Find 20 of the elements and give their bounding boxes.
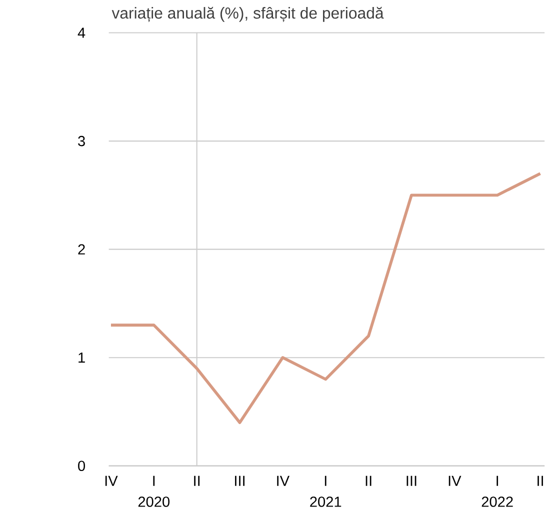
- x-tick-label: IV: [448, 476, 462, 486]
- x-tick-label: III: [235, 476, 244, 486]
- chart-title: variație anuală (%), sfârșit de perioadă: [112, 7, 384, 22]
- text: 2020: [138, 496, 170, 508]
- y-tick-label: 4: [78, 28, 86, 38]
- x-tick-label: I: [153, 476, 155, 486]
- x-tick-label: IV: [277, 476, 290, 486]
- y-tick-label: 1: [78, 352, 85, 363]
- x-tick-label: I: [324, 476, 326, 486]
- x-tick-label: IV: [105, 476, 118, 486]
- y-tick-label: 3: [78, 136, 85, 146]
- x-tick-label: II: [366, 476, 372, 486]
- x-tick-label: I: [496, 476, 498, 486]
- y-tick-label: 0: [78, 460, 86, 472]
- text: 2022: [482, 496, 513, 508]
- text: 2021: [310, 496, 342, 508]
- x-tick-label: II: [538, 476, 543, 486]
- x-tick-label: II: [194, 476, 200, 486]
- y-tick-label: 2: [78, 244, 85, 255]
- x-tick-label: III: [406, 476, 416, 486]
